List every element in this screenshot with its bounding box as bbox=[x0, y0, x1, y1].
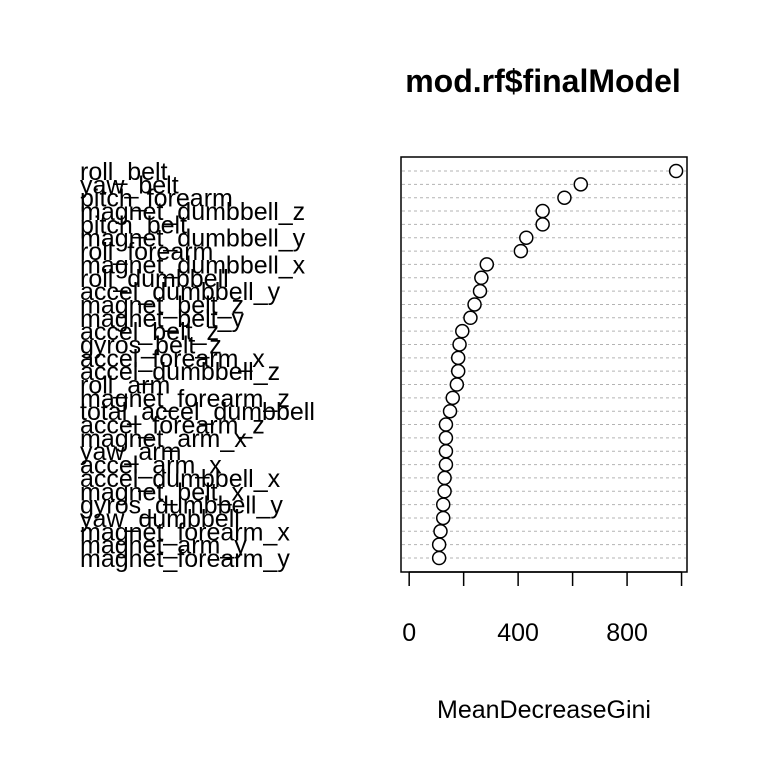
variable-label: yaw_arm bbox=[80, 438, 181, 466]
data-point bbox=[435, 497, 451, 512]
data-point bbox=[557, 190, 572, 205]
variable-label: magnet_dumbbell_z bbox=[80, 198, 305, 226]
variable-label: pitch_forearm bbox=[80, 185, 233, 213]
data-point bbox=[455, 323, 470, 339]
data-point bbox=[433, 524, 448, 539]
variable-label: magnet_forearm_x bbox=[80, 518, 290, 546]
variable-label: accel_dumbbell_z bbox=[80, 358, 280, 386]
data-point bbox=[535, 203, 550, 219]
variable-label: magnet_forearm_y bbox=[80, 545, 290, 573]
variable-label: magnet_belt_z bbox=[80, 291, 244, 319]
data-point bbox=[668, 163, 684, 179]
data-point bbox=[452, 337, 467, 352]
x-tick-label: 400 bbox=[497, 619, 539, 647]
variable-label: pitch_belt bbox=[80, 211, 187, 239]
x-tick-label: 0 bbox=[402, 619, 416, 647]
variable-label: roll_dumbbell bbox=[80, 265, 229, 293]
x-axis: 0 400 800 bbox=[402, 571, 683, 647]
data-point bbox=[438, 430, 454, 446]
data-point bbox=[535, 217, 550, 232]
variable-label: total_accel_dumbbell bbox=[80, 398, 315, 426]
variable-label: magnet_arm_x bbox=[80, 425, 247, 453]
variable-label: magnet_arm_y bbox=[80, 532, 247, 560]
data-point bbox=[479, 257, 495, 272]
variable-label: accel_forearm_x bbox=[80, 345, 265, 373]
variable-label: roll_arm bbox=[80, 372, 170, 400]
data-point bbox=[573, 177, 589, 192]
data-point bbox=[438, 457, 454, 472]
data-point bbox=[519, 230, 534, 245]
data-point bbox=[513, 243, 529, 259]
data-points bbox=[431, 163, 684, 566]
variable-label: accel_dumbbell_x bbox=[80, 465, 281, 493]
variable-label: gyros_dumbbell_y bbox=[80, 492, 283, 520]
data-point bbox=[435, 510, 451, 526]
data-point bbox=[438, 443, 454, 459]
variable-label: accel_arm_x bbox=[80, 452, 222, 480]
data-point bbox=[445, 390, 461, 406]
data-point bbox=[437, 470, 452, 486]
data-point bbox=[431, 537, 447, 552]
variable-labels: roll_beltyaw_beltpitch_forearmmagnet_dum… bbox=[80, 158, 315, 573]
variable-label: magnet_forearm_z bbox=[80, 385, 290, 413]
data-point bbox=[442, 403, 458, 419]
variable-label: yaw_dumbbell bbox=[80, 505, 240, 533]
variable-label: magnet_dumbbell_y bbox=[80, 225, 306, 253]
data-point bbox=[449, 377, 465, 392]
variable-label: magnet_belt_x bbox=[80, 478, 245, 506]
variable-label: yaw_belt bbox=[80, 171, 179, 199]
data-point bbox=[450, 363, 466, 379]
data-point bbox=[474, 270, 489, 286]
x-tick-label: 800 bbox=[606, 619, 648, 647]
data-point bbox=[467, 297, 482, 312]
data-point bbox=[431, 550, 447, 566]
variable-label: roll_belt bbox=[80, 158, 168, 186]
data-point bbox=[450, 350, 466, 366]
variable-label: accel_forearm_z bbox=[80, 412, 265, 440]
variable-label: accel_belt_z bbox=[80, 318, 219, 346]
x-axis-label: MeanDecreaseGini bbox=[437, 696, 651, 724]
data-point bbox=[463, 310, 478, 326]
variable-label: magnet_dumbbell_x bbox=[80, 251, 306, 279]
variable-label: gyros_belt_z bbox=[80, 331, 222, 359]
data-point bbox=[437, 484, 452, 499]
data-point bbox=[472, 283, 488, 299]
guide-lines bbox=[402, 170, 686, 559]
data-point bbox=[438, 417, 454, 432]
variable-label: accel_dumbbell_y bbox=[80, 278, 281, 306]
chart-title: mod.rf$finalModel bbox=[405, 63, 681, 99]
variable-label: roll_forearm bbox=[80, 238, 213, 266]
variable-label: magnet_belt_y bbox=[80, 305, 245, 333]
